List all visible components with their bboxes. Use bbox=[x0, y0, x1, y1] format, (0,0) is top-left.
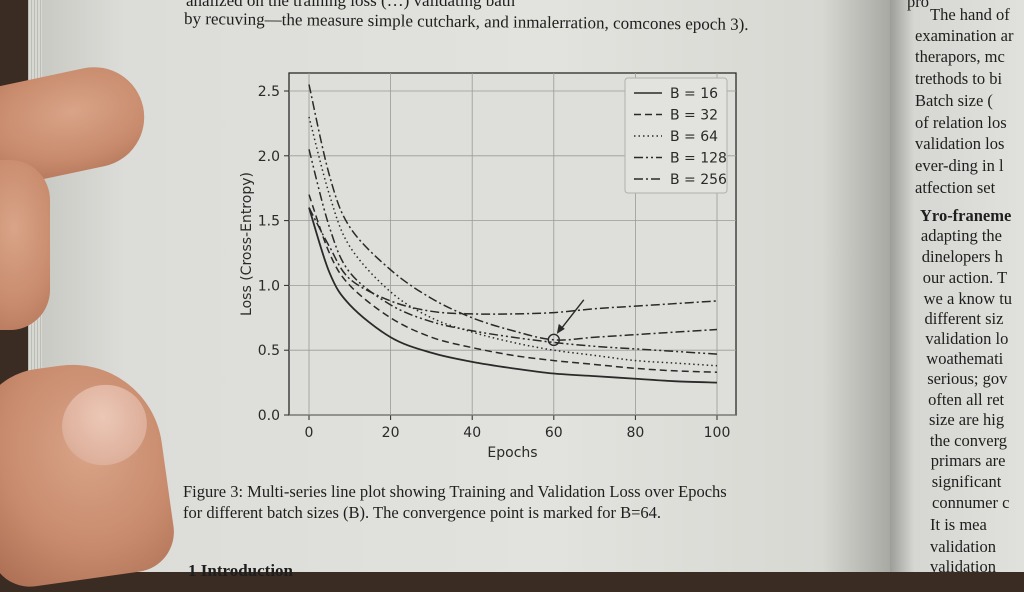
right-column-line: of relation los bbox=[915, 113, 1007, 132]
loss-chart: 0 20 40 60 80 100 0.0 0.5 1.0 1.5 2.0 2.5 Epochs Loss… bbox=[239, 72, 737, 461]
right-column-line: ever-ding in l bbox=[915, 156, 1004, 175]
book-page-right bbox=[890, 0, 1024, 572]
series-line-b128 bbox=[308, 149, 718, 355]
right-column-line: adapting the bbox=[920, 226, 1002, 245]
section-heading: 1 Introduction bbox=[188, 561, 294, 580]
right-column-line: validation los bbox=[915, 134, 1005, 153]
y-tick-label: 2.5 bbox=[258, 84, 280, 100]
right-column-line: It is mea bbox=[930, 515, 987, 534]
y-axis-label: Loss (Cross-Entropy) bbox=[239, 172, 255, 316]
right-column-line: often all ret bbox=[928, 390, 1005, 409]
y-tick-label: 0.5 bbox=[258, 343, 280, 359]
right-column-line: therapors, mc bbox=[915, 47, 1005, 66]
series-line-unlabeled-5 bbox=[308, 207, 718, 315]
x-axis-label: Epochs bbox=[487, 445, 537, 461]
y-tick-label: 1.5 bbox=[258, 214, 280, 230]
right-column-line: the converg bbox=[929, 431, 1008, 450]
right-column-line: validation bbox=[930, 537, 996, 556]
arrow-head-icon bbox=[556, 323, 565, 334]
right-column-line: trethods to bi bbox=[915, 69, 1003, 88]
y-tick-label: 2.0 bbox=[258, 149, 280, 165]
annotation-arrow bbox=[558, 299, 585, 333]
figure-caption-line: Figure 3: Multi-series line plot showing… bbox=[183, 482, 727, 501]
series-line-b64 bbox=[308, 116, 718, 367]
right-column-line: primars are bbox=[930, 451, 1006, 470]
x-tick-label: 60 bbox=[545, 425, 563, 441]
right-column-line: different siz bbox=[924, 309, 1004, 328]
right-column-line: validation lo bbox=[925, 329, 1009, 348]
right-column-line: size are hig bbox=[929, 410, 1005, 429]
right-column-line: pro bbox=[907, 0, 929, 11]
y-tick-label: 1.0 bbox=[258, 278, 280, 294]
x-tick-label: 80 bbox=[626, 425, 644, 441]
legend-label: B = 16 bbox=[670, 86, 718, 102]
right-column-line: significant bbox=[931, 472, 1002, 491]
right-column-line: serious; gov bbox=[927, 369, 1008, 388]
right-column-line: Batch size ( bbox=[915, 91, 993, 110]
legend-label: B = 64 bbox=[670, 129, 718, 145]
right-column-line: validation bbox=[930, 557, 996, 576]
right-column-line: atfection set bbox=[915, 178, 996, 197]
right-column-line: examination ar bbox=[915, 26, 1014, 45]
right-column-line: connumer c bbox=[932, 493, 1010, 512]
right-column-line: our action. T bbox=[922, 268, 1008, 287]
legend-label: B = 256 bbox=[670, 172, 727, 188]
hand-palm bbox=[0, 160, 50, 330]
x-tick-label: 40 bbox=[463, 425, 481, 441]
x-tick-label: 100 bbox=[704, 425, 731, 441]
body-text-line: analized on the training loss (…) valida… bbox=[186, 0, 516, 10]
legend-label: B = 128 bbox=[670, 151, 727, 167]
series-line-b256 bbox=[308, 84, 718, 341]
x-tick-label: 20 bbox=[382, 425, 400, 441]
legend-label: B = 32 bbox=[670, 108, 718, 124]
series-line-b16 bbox=[308, 207, 718, 384]
right-column-line: Yro-franeme bbox=[920, 206, 1012, 225]
y-tick-label: 0.0 bbox=[258, 408, 280, 424]
legend-box bbox=[624, 77, 728, 194]
right-column-line: we a know tu bbox=[923, 289, 1013, 308]
right-column-line: The hand of bbox=[930, 5, 1010, 24]
right-column-line: woathemati bbox=[926, 349, 1004, 368]
x-tick-label: 0 bbox=[305, 425, 314, 441]
series-line-b32 bbox=[308, 194, 718, 373]
right-column-line: dinelopers h bbox=[921, 247, 1003, 266]
figure-caption-line: for different batch sizes (B). The conve… bbox=[183, 503, 662, 522]
convergence-marker bbox=[547, 333, 560, 347]
